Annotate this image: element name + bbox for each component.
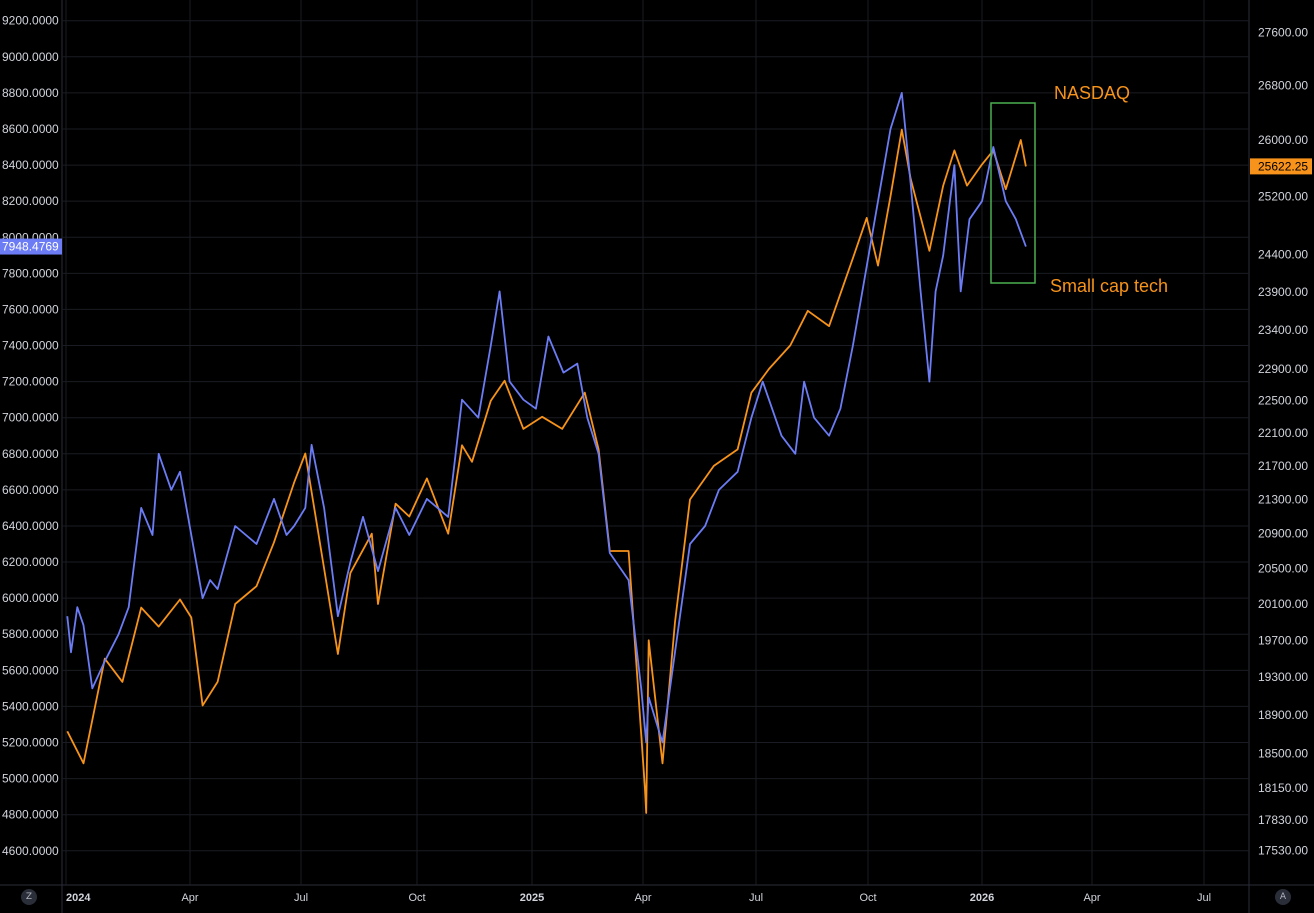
left-tick-label: 5400.0000 <box>2 699 59 713</box>
left-tick-label: 5800.0000 <box>2 627 59 641</box>
left-last-value-badge <box>0 238 62 255</box>
left-tick-label: 6000.0000 <box>2 591 59 605</box>
left-tick-label: 8800.0000 <box>2 86 59 100</box>
small-cap-tech-annotation: Small cap tech <box>1050 276 1168 296</box>
time-tick-label: Oct <box>859 892 876 904</box>
right-tick-label: 18900.00 <box>1258 708 1308 722</box>
right-tick-label: 23900.00 <box>1258 285 1308 299</box>
nasdaq-annotation: NASDAQ <box>1054 83 1130 103</box>
right-tick-label: 21300.00 <box>1258 492 1308 506</box>
left-tick-label: 6600.0000 <box>2 483 59 497</box>
left-tick-label: 4800.0000 <box>2 808 59 822</box>
right-tick-label: 21700.00 <box>1258 459 1308 473</box>
right-tick-label: 22900.00 <box>1258 362 1308 376</box>
right-tick-label: 22100.00 <box>1258 426 1308 440</box>
time-tick-label: 2026 <box>970 892 994 904</box>
right-last-value-badge <box>1250 158 1312 175</box>
right-price-axis[interactable]: 17530.00 17830.00 18150.00 18500.00 18900.00… <box>1258 25 1308 857</box>
left-tick-label: 9000.0000 <box>2 50 59 64</box>
right-tick-label: 17830.00 <box>1258 813 1308 827</box>
time-tick-label: Jul <box>1197 892 1211 904</box>
annotations: NASDAQ Small cap tech <box>1050 83 1168 296</box>
time-tick-label: Oct <box>408 892 425 904</box>
last-value-badges: 7948.4769 25622.25 <box>0 158 1312 255</box>
highlight-rect <box>990 102 1036 284</box>
left-tick-label: 7400.0000 <box>2 339 59 353</box>
right-tick-label: 18150.00 <box>1258 781 1308 795</box>
time-tick-label: 2025 <box>520 892 544 904</box>
right-tick-label: 19300.00 <box>1258 670 1308 684</box>
time-tick-label: Jul <box>749 892 763 904</box>
time-tick-label: Apr <box>634 892 651 904</box>
left-tick-label: 5200.0000 <box>2 736 59 750</box>
highlight-box <box>990 102 1036 284</box>
left-tick-label: 6400.0000 <box>2 519 59 533</box>
time-axis[interactable]: 2024 Apr Jul Oct 2025 Apr Jul Oct 2026 Apr Jul <box>66 892 1211 904</box>
right-tick-label: 19700.00 <box>1258 633 1308 647</box>
left-tick-label: 8200.0000 <box>2 194 59 208</box>
time-tick-label: 2024 <box>66 892 91 904</box>
left-tick-label: 8400.0000 <box>2 158 59 172</box>
left-price-axis[interactable]: 4600.0000 4800.0000 5000.0000 5200.0000 5400… <box>2 14 59 858</box>
left-tick-label: 7800.0000 <box>2 266 59 280</box>
left-tick-label: 7600.0000 <box>2 302 59 316</box>
time-tick-label: Apr <box>181 892 198 904</box>
left-tick-label: 5600.0000 <box>2 663 59 677</box>
left-last-value-label: 7948.4769 <box>2 240 59 254</box>
right-tick-label: 17530.00 <box>1258 844 1308 858</box>
time-tick-label: Apr <box>1083 892 1100 904</box>
time-tick-label: Jul <box>294 892 308 904</box>
left-tick-label: 7000.0000 <box>2 411 59 425</box>
right-tick-label: 20100.00 <box>1258 597 1308 611</box>
right-tick-label: 18500.00 <box>1258 747 1308 761</box>
auto-scale-right-button[interactable]: A <box>1275 889 1291 905</box>
right-tick-label: 20500.00 <box>1258 561 1308 575</box>
right-tick-label: 25200.00 <box>1258 189 1308 203</box>
right-tick-label: 20900.00 <box>1258 527 1308 541</box>
left-tick-label: 5000.0000 <box>2 772 59 786</box>
right-tick-label: 26000.00 <box>1258 133 1308 147</box>
right-tick-label: 24400.00 <box>1258 248 1308 262</box>
auto-scale-left-button[interactable]: Z <box>21 889 37 905</box>
left-tick-label: 8600.0000 <box>2 122 59 136</box>
right-tick-label: 26800.00 <box>1258 78 1308 92</box>
left-tick-label: 4600.0000 <box>2 844 59 858</box>
series-group <box>66 92 1027 814</box>
right-tick-label: 27600.00 <box>1258 25 1308 39</box>
right-last-value-label: 25622.25 <box>1258 159 1308 173</box>
left-tick-label: 6800.0000 <box>2 447 59 461</box>
right-tick-label: 23400.00 <box>1258 323 1308 337</box>
right-tick-label: 22500.00 <box>1258 394 1308 408</box>
left-tick-label: 7200.0000 <box>2 375 59 389</box>
left-tick-label: 6200.0000 <box>2 555 59 569</box>
series-line-nasdaq[interactable] <box>66 128 1027 814</box>
left-tick-label: 9200.0000 <box>2 14 59 28</box>
series-line-small-cap-tech[interactable] <box>66 92 1027 744</box>
